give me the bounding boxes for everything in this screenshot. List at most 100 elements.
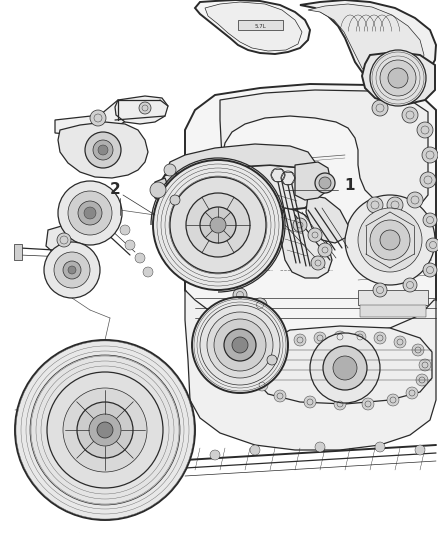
Circle shape bbox=[422, 147, 438, 163]
Circle shape bbox=[402, 107, 418, 123]
Circle shape bbox=[68, 191, 112, 235]
Circle shape bbox=[256, 379, 268, 391]
Circle shape bbox=[308, 228, 322, 242]
Text: 1: 1 bbox=[345, 177, 355, 192]
Circle shape bbox=[358, 208, 422, 272]
Text: 5.7L: 5.7L bbox=[254, 23, 266, 28]
Polygon shape bbox=[205, 2, 302, 51]
Circle shape bbox=[170, 195, 180, 205]
Circle shape bbox=[387, 197, 403, 213]
Circle shape bbox=[170, 177, 266, 273]
Circle shape bbox=[15, 340, 195, 520]
Circle shape bbox=[370, 220, 410, 260]
Text: 2: 2 bbox=[110, 182, 120, 198]
Circle shape bbox=[318, 243, 332, 257]
Circle shape bbox=[319, 177, 331, 189]
Circle shape bbox=[233, 288, 247, 302]
Circle shape bbox=[334, 398, 346, 410]
Polygon shape bbox=[165, 144, 315, 176]
Circle shape bbox=[267, 355, 277, 365]
Polygon shape bbox=[255, 326, 432, 404]
Circle shape bbox=[120, 225, 130, 235]
Circle shape bbox=[370, 50, 426, 106]
Circle shape bbox=[412, 344, 424, 356]
Circle shape bbox=[274, 390, 286, 402]
Circle shape bbox=[210, 450, 220, 460]
Circle shape bbox=[293, 218, 307, 232]
Circle shape bbox=[200, 207, 236, 243]
Circle shape bbox=[387, 394, 399, 406]
Circle shape bbox=[68, 266, 76, 274]
Circle shape bbox=[93, 140, 113, 160]
Circle shape bbox=[89, 414, 121, 446]
Polygon shape bbox=[58, 122, 148, 178]
Circle shape bbox=[380, 60, 416, 96]
Circle shape bbox=[44, 242, 100, 298]
Circle shape bbox=[57, 233, 71, 247]
Circle shape bbox=[143, 267, 153, 277]
Circle shape bbox=[150, 182, 166, 198]
Circle shape bbox=[423, 263, 437, 277]
Circle shape bbox=[315, 173, 335, 193]
Bar bbox=[14, 244, 22, 260]
Circle shape bbox=[77, 402, 133, 458]
Circle shape bbox=[374, 332, 386, 344]
Circle shape bbox=[47, 372, 163, 488]
Circle shape bbox=[415, 445, 425, 455]
Circle shape bbox=[186, 193, 250, 257]
Circle shape bbox=[419, 359, 431, 371]
Circle shape bbox=[394, 336, 406, 348]
Circle shape bbox=[406, 387, 418, 399]
Circle shape bbox=[294, 334, 306, 346]
Circle shape bbox=[314, 332, 326, 344]
Circle shape bbox=[315, 442, 325, 452]
Circle shape bbox=[78, 201, 102, 225]
Polygon shape bbox=[308, 4, 424, 80]
Polygon shape bbox=[55, 100, 130, 135]
Circle shape bbox=[375, 442, 385, 452]
Circle shape bbox=[207, 312, 273, 378]
Circle shape bbox=[417, 122, 433, 138]
Circle shape bbox=[63, 261, 81, 279]
Circle shape bbox=[250, 445, 260, 455]
Circle shape bbox=[253, 298, 267, 312]
Polygon shape bbox=[295, 162, 330, 200]
Circle shape bbox=[214, 319, 266, 371]
Circle shape bbox=[97, 422, 113, 438]
Circle shape bbox=[372, 100, 388, 116]
Polygon shape bbox=[362, 52, 435, 104]
Circle shape bbox=[63, 388, 147, 472]
Polygon shape bbox=[185, 290, 436, 450]
Circle shape bbox=[345, 195, 435, 285]
Circle shape bbox=[58, 181, 122, 245]
Bar bbox=[360, 305, 426, 317]
Bar bbox=[358, 290, 428, 305]
Circle shape bbox=[426, 238, 438, 252]
Circle shape bbox=[304, 396, 316, 408]
Circle shape bbox=[153, 160, 283, 290]
Circle shape bbox=[200, 305, 280, 385]
Circle shape bbox=[224, 329, 256, 361]
Circle shape bbox=[423, 213, 437, 227]
Circle shape bbox=[333, 356, 357, 380]
Circle shape bbox=[252, 362, 264, 374]
Circle shape bbox=[367, 197, 383, 213]
Circle shape bbox=[420, 172, 436, 188]
Circle shape bbox=[139, 102, 151, 114]
Circle shape bbox=[98, 145, 108, 155]
Circle shape bbox=[54, 252, 90, 288]
Circle shape bbox=[135, 253, 145, 263]
Circle shape bbox=[373, 283, 387, 297]
Polygon shape bbox=[115, 96, 168, 124]
Circle shape bbox=[403, 278, 417, 292]
Circle shape bbox=[416, 374, 428, 386]
Polygon shape bbox=[300, 0, 436, 84]
Circle shape bbox=[334, 331, 346, 343]
Bar bbox=[238, 20, 283, 30]
Circle shape bbox=[354, 331, 366, 343]
Circle shape bbox=[388, 68, 408, 88]
Circle shape bbox=[380, 230, 400, 250]
Polygon shape bbox=[46, 225, 85, 256]
Circle shape bbox=[210, 217, 226, 233]
Polygon shape bbox=[195, 0, 310, 54]
